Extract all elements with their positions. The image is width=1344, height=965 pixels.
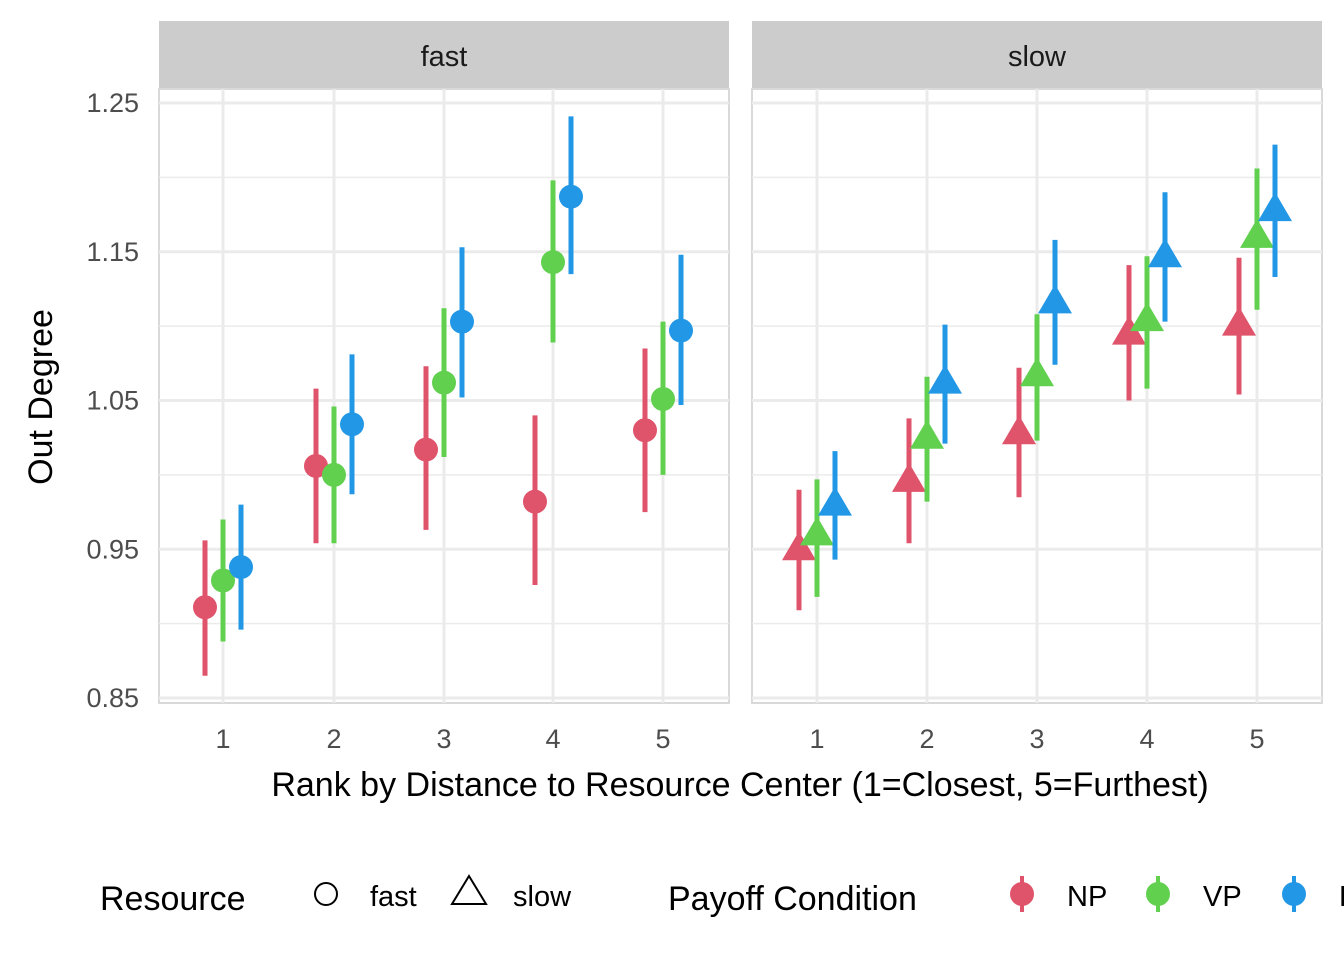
legend-title-payoff: Payoff Condition bbox=[668, 880, 917, 918]
point-P-slow bbox=[1258, 192, 1292, 222]
legend-title-resource: Resource bbox=[100, 880, 246, 918]
x-tick-label: 5 bbox=[655, 724, 670, 754]
point-NP-fast bbox=[304, 453, 328, 478]
legend-label-P: P bbox=[1339, 881, 1344, 913]
legend-label: slow bbox=[513, 881, 572, 913]
point-VP-fast bbox=[432, 370, 456, 395]
legend-triangle-icon bbox=[450, 874, 488, 905]
point-NP-fast bbox=[633, 418, 657, 443]
point-NP-slow bbox=[1222, 306, 1256, 336]
point-VP-fast bbox=[541, 250, 565, 275]
x-tick-label: 4 bbox=[1139, 724, 1154, 754]
x-tick-label: 1 bbox=[215, 724, 230, 754]
facet-title: slow bbox=[1008, 41, 1067, 73]
point-P-slow bbox=[818, 486, 852, 516]
point-P-fast bbox=[559, 184, 583, 209]
y-tick-label: 1.25 bbox=[86, 88, 139, 118]
facet-title: fast bbox=[421, 41, 468, 73]
point-NP-slow bbox=[1112, 315, 1146, 345]
x-tick-label: 2 bbox=[326, 724, 341, 754]
point-P-fast bbox=[450, 309, 474, 334]
point-P-fast bbox=[229, 555, 253, 580]
point-P-slow bbox=[1038, 284, 1072, 314]
x-tick-label: 1 bbox=[809, 724, 824, 754]
x-tick-label: 5 bbox=[1249, 724, 1264, 754]
facet-strip-fast bbox=[159, 21, 729, 88]
point-VP-fast bbox=[211, 568, 235, 593]
point-VP-slow bbox=[1240, 218, 1274, 248]
point-P-slow bbox=[1148, 238, 1182, 268]
x-tick-label: 4 bbox=[545, 724, 560, 754]
point-NP-fast bbox=[523, 489, 547, 514]
point-VP-slow bbox=[910, 419, 944, 449]
legend-label: fast bbox=[370, 881, 417, 913]
point-VP-slow bbox=[1130, 302, 1164, 332]
legend-label-VP: VP bbox=[1203, 881, 1242, 913]
point-P-slow bbox=[928, 364, 962, 394]
facet-strip-slow bbox=[752, 21, 1322, 88]
y-tick-label: 1.05 bbox=[86, 386, 139, 416]
point-NP-fast bbox=[193, 595, 217, 620]
point-NP-slow bbox=[892, 462, 926, 492]
point-P-fast bbox=[340, 412, 364, 437]
y-tick-label: 1.15 bbox=[86, 237, 139, 267]
point-VP-slow bbox=[800, 516, 834, 546]
point-VP-fast bbox=[651, 387, 675, 412]
legend-dot-NP bbox=[1010, 882, 1034, 906]
point-P-fast bbox=[669, 318, 693, 343]
x-tick-label: 2 bbox=[919, 724, 934, 754]
point-NP-slow bbox=[1002, 415, 1036, 445]
y-axis-title: Out Degree bbox=[22, 309, 60, 485]
legend-dot-P bbox=[1282, 882, 1306, 906]
y-tick-label: 0.95 bbox=[86, 534, 139, 564]
point-NP-fast bbox=[414, 437, 438, 462]
legend-label-NP: NP bbox=[1067, 881, 1107, 913]
y-tick-label: 0.85 bbox=[86, 683, 139, 713]
point-VP-slow bbox=[1020, 357, 1054, 387]
legend-dot-VP bbox=[1146, 882, 1170, 906]
point-VP-fast bbox=[322, 462, 346, 487]
point-NP-slow bbox=[782, 531, 816, 561]
legend-circle-icon bbox=[314, 882, 338, 906]
x-axis-title: Rank by Distance to Resource Center (1=C… bbox=[271, 766, 1208, 804]
x-tick-label: 3 bbox=[436, 724, 451, 754]
x-tick-label: 3 bbox=[1029, 724, 1044, 754]
